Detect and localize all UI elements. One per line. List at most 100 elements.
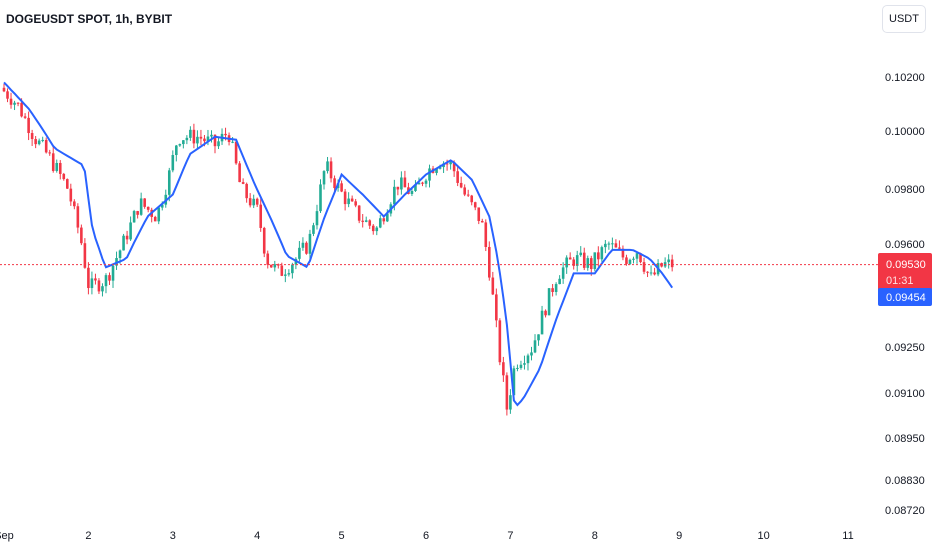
candle xyxy=(498,318,502,366)
candle xyxy=(80,224,83,246)
candle-body xyxy=(252,198,255,206)
candle xyxy=(234,140,238,165)
candle xyxy=(618,240,621,250)
candle-body xyxy=(34,139,37,145)
candles-layer xyxy=(2,84,674,416)
candle-body xyxy=(639,253,642,263)
candle xyxy=(34,136,37,149)
candle-body xyxy=(94,278,97,281)
candle-body xyxy=(347,198,350,205)
time-tick-label: 4 xyxy=(254,530,260,542)
candle xyxy=(604,240,607,254)
candle-body xyxy=(400,177,403,190)
candle-body xyxy=(305,242,308,254)
candle-body xyxy=(108,275,111,281)
candle xyxy=(238,161,241,183)
last-price-countdown: 01:31 xyxy=(886,275,914,287)
candle-body xyxy=(27,117,30,134)
candle-body xyxy=(516,367,519,369)
candle-body xyxy=(456,171,459,183)
price-tick-label: 0.08720 xyxy=(885,505,925,517)
candle xyxy=(561,262,565,284)
candle-body xyxy=(30,133,34,140)
candle-body xyxy=(449,162,452,165)
candle xyxy=(150,207,153,223)
candle xyxy=(312,222,315,237)
price-tick-label: 0.09800 xyxy=(885,184,925,196)
candle xyxy=(646,271,649,278)
candle xyxy=(44,137,48,154)
candle-body xyxy=(189,129,192,138)
candle-body xyxy=(171,155,175,171)
moving-average-value: 0.09454 xyxy=(886,292,926,304)
candle xyxy=(600,245,604,262)
candle-body xyxy=(544,310,547,316)
candle xyxy=(139,192,143,216)
candle xyxy=(9,92,13,109)
candle xyxy=(182,139,185,149)
candle-body xyxy=(146,206,150,210)
candle xyxy=(554,282,558,296)
candle-body xyxy=(97,280,101,292)
candle xyxy=(322,170,326,190)
time-tick-label: 10 xyxy=(757,530,769,542)
candle-body xyxy=(554,284,558,292)
candle xyxy=(488,241,491,281)
candle-body xyxy=(178,144,182,146)
time-axis[interactable]: Sep 2 3 4 5 6 7 8 9 10 11 xyxy=(0,530,854,542)
candle xyxy=(241,178,245,185)
candle xyxy=(361,214,364,228)
candle xyxy=(670,254,674,272)
candle-body xyxy=(269,264,273,268)
candle-body xyxy=(199,136,203,139)
candle xyxy=(41,136,44,143)
candle-body xyxy=(575,255,579,266)
candle-body xyxy=(632,258,635,260)
candle xyxy=(255,197,259,208)
candle-body xyxy=(238,163,241,183)
candle-body xyxy=(364,220,368,222)
candle-body xyxy=(435,168,438,173)
candle xyxy=(375,226,379,236)
candle-body xyxy=(196,136,199,144)
candle-body xyxy=(333,178,336,189)
candle xyxy=(266,250,270,269)
candle xyxy=(540,305,544,335)
candle-body xyxy=(13,102,16,105)
candle-body xyxy=(175,145,178,156)
candle xyxy=(111,264,115,288)
candle-body xyxy=(319,184,322,212)
price-tick-label: 0.10000 xyxy=(885,126,925,138)
time-tick-label: 8 xyxy=(592,530,598,542)
candle xyxy=(428,164,431,188)
candle xyxy=(519,360,523,370)
moving-average-tag: 0.09454 xyxy=(878,288,932,306)
candle-body xyxy=(245,183,248,199)
candle-body xyxy=(361,220,364,222)
candle-body xyxy=(561,267,565,279)
currency-button[interactable]: USDT xyxy=(882,5,926,33)
candle xyxy=(185,135,189,145)
candle-body xyxy=(44,139,48,153)
candle-body xyxy=(160,204,164,208)
candle-body xyxy=(625,257,628,264)
candle xyxy=(410,188,414,197)
candle xyxy=(354,198,357,208)
candle xyxy=(530,346,533,361)
time-tick-label: 5 xyxy=(339,530,345,542)
candle xyxy=(189,126,192,141)
candle-body xyxy=(357,205,361,221)
candle xyxy=(315,204,319,230)
candle-body xyxy=(343,191,347,205)
candle xyxy=(396,186,400,196)
candle-body xyxy=(139,198,143,215)
candle-body xyxy=(58,162,62,174)
candle-body xyxy=(505,375,509,410)
candle xyxy=(115,251,118,270)
candle xyxy=(94,273,97,285)
candle-body xyxy=(326,161,329,172)
price-axis[interactable]: 0.10200 0.10000 0.09800 0.09600 0.09250 0.091… xyxy=(885,72,925,517)
candle xyxy=(291,262,294,279)
candle-body xyxy=(62,173,66,180)
